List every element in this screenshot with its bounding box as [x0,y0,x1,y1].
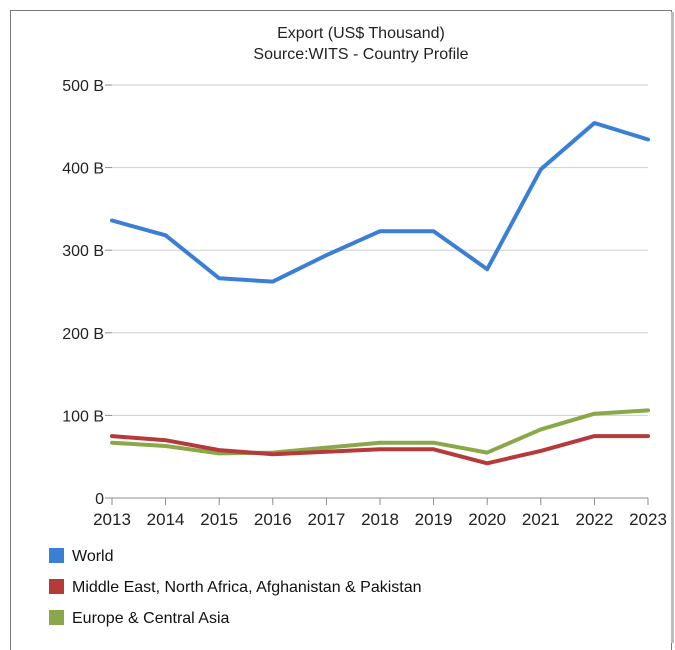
x-tick-label: 2021 [522,510,560,529]
x-tick-label: 2015 [200,510,238,529]
series-line [110,408,650,456]
chart-frame [10,10,672,650]
x-tick-label: 2017 [307,510,345,529]
x-axis: 2013 2014 2015 2016 2017 2018 2019 2020 2021 2022… [93,497,667,529]
chart-subtitle: Source:WITS - Country Profile [253,46,468,63]
frame-shadow [671,12,674,643]
x-tick-label: 2013 [93,510,131,529]
y-tick-label: 100 B [62,408,104,425]
series-line [110,121,650,284]
y-axis: 0 100 B 200 B 300 B 400 B 500 B [62,78,112,508]
y-tick-label: 200 B [62,326,104,343]
grid-lines [112,84,648,416]
x-tick-label: 2023 [629,510,667,529]
legend-label: Middle East, North Africa, Afghanistan &… [72,579,422,596]
x-tick-label: 2014 [147,510,185,529]
y-tick-label: 300 B [62,243,104,260]
x-tick-label: 2019 [415,510,453,529]
legend: World Middle East, North Africa, Afghanis… [49,548,422,627]
legend-label: World [72,548,114,565]
legend-swatch [49,579,64,594]
chart-title: Export (US$ Thousand) [277,25,445,42]
y-tick-label: 500 B [62,78,104,95]
series-line [110,434,650,466]
x-tick-label: 2016 [254,510,292,529]
legend-swatch [49,610,64,625]
y-tick-label: 400 B [62,161,104,178]
y-tick-label: 0 [95,491,104,508]
series-lines [110,121,650,466]
legend-label: Europe & Central Asia [72,610,230,627]
x-tick-label: 2020 [468,510,506,529]
x-tick-label: 2022 [575,510,613,529]
x-tick-label: 2018 [361,510,399,529]
legend-swatch [49,548,64,563]
